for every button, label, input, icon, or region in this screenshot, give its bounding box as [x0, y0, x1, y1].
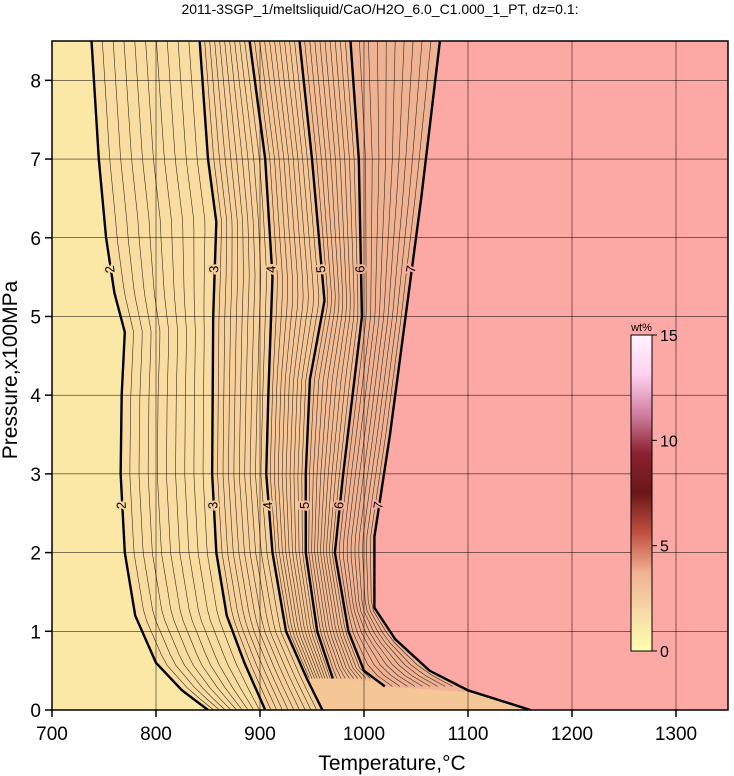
contour-line — [248, 41, 324, 710]
x-tick-label: 1200 — [551, 724, 593, 745]
minor-contour — [204, 41, 272, 710]
minor-contour — [354, 41, 423, 687]
minor-contour — [323, 41, 358, 679]
plot-frame — [51, 40, 729, 711]
y-tick-label: 3 — [30, 465, 41, 486]
minor-contour — [320, 41, 354, 679]
minor-contour — [325, 41, 363, 679]
colorbar — [630, 334, 653, 652]
minor-contour — [214, 41, 283, 710]
y-axis-label: Pressure,x100MPa — [0, 280, 22, 459]
minor-contour — [339, 41, 393, 687]
contour-label: 5 — [297, 502, 312, 509]
minor-contour — [188, 41, 260, 710]
contour-label: 3 — [206, 265, 221, 273]
minor-contour — [328, 41, 367, 679]
y-tick-label: 8 — [30, 71, 41, 92]
x-tick-label: 1000 — [343, 724, 385, 745]
minor-contour — [156, 41, 243, 710]
minor-contour — [209, 41, 277, 710]
chart-title: 2011-3SGP_1/meltsliquid/CaO/H2O_6.0_C1.0… — [181, 1, 578, 17]
minor-contour — [317, 41, 350, 679]
minor-contour — [254, 41, 310, 679]
minor-contour — [239, 41, 312, 710]
minor-contour — [234, 41, 306, 710]
axes: 700 800 900 1000 1100 1200 1300 0 1 2 3 4 5 6 7 8 wt% 0 5 1… — [30, 40, 729, 745]
contour-line — [90, 41, 209, 710]
minor-contour — [331, 41, 371, 679]
minor-contour — [166, 41, 249, 710]
minor-contour — [244, 41, 317, 710]
colorbar-tick-label: 0 — [660, 644, 669, 661]
y-tick-label: 6 — [30, 229, 41, 250]
contour-label: 2 — [114, 501, 129, 509]
y-tick-label: 0 — [30, 701, 41, 722]
minor-contour — [370, 41, 453, 687]
minor-contour — [294, 41, 331, 679]
y-tick-label: 5 — [30, 307, 41, 328]
minor-contour — [346, 41, 408, 687]
minor-contour — [342, 41, 401, 687]
contour-label: 6 — [352, 266, 367, 274]
minor-contour — [123, 41, 226, 710]
minor-contour — [269, 41, 318, 679]
colorbar-tick-label: 15 — [660, 328, 678, 345]
minor-contour — [177, 41, 255, 710]
y-tick-label: 7 — [30, 150, 41, 171]
contour-label: 4 — [263, 265, 278, 273]
minor-contour — [350, 41, 416, 687]
minor-contour — [224, 41, 295, 710]
contour-line — [198, 41, 267, 710]
minor-contour — [274, 41, 321, 679]
minor-contour — [219, 41, 289, 710]
minor-contour — [314, 41, 346, 679]
x-axis-label: Temperature,°C — [318, 752, 465, 775]
minor-contour — [358, 41, 431, 687]
minor-contour — [309, 41, 342, 679]
x-tick-label: 700 — [36, 724, 68, 745]
minor-contour — [259, 41, 313, 679]
minor-contour — [264, 41, 315, 679]
minor-contour — [304, 41, 338, 679]
colorbar-tick-label: 5 — [660, 539, 669, 556]
x-tick-label: 800 — [140, 724, 172, 745]
minor-contour — [145, 41, 237, 710]
contour-label: 4 — [260, 501, 276, 509]
contour-label: 3 — [205, 501, 220, 509]
minor-contour — [134, 41, 232, 710]
minor-contour — [112, 41, 220, 710]
x-tick-label: 1300 — [655, 724, 697, 745]
y-tick-label: 4 — [30, 386, 41, 407]
minor-contour — [284, 41, 326, 679]
minor-contour — [229, 41, 300, 710]
minor-contour — [366, 41, 446, 687]
minor-contour — [289, 41, 328, 679]
y-tick-label: 2 — [30, 544, 41, 565]
contour-line — [333, 41, 386, 688]
contour-line — [298, 41, 334, 679]
colorbar-label: wt% — [630, 322, 652, 334]
contour-line — [373, 41, 531, 710]
x-tick-label: 1100 — [448, 724, 489, 745]
x-tick-label: 900 — [244, 724, 276, 745]
y-tick-label: 1 — [30, 622, 41, 643]
contour-label: 5 — [313, 265, 329, 274]
minor-contour — [279, 41, 323, 679]
colorbar-tick-label: 10 — [660, 433, 678, 450]
minor-contour — [102, 41, 214, 710]
